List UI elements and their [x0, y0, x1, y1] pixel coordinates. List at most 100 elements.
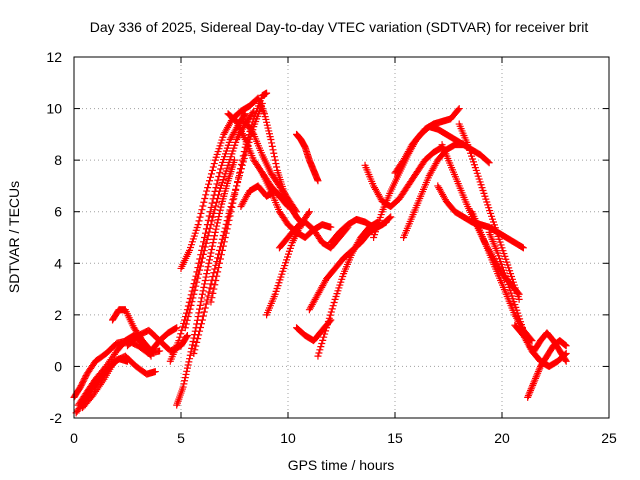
- data-point: [269, 146, 277, 154]
- data-point: [200, 198, 208, 206]
- data-point: [528, 383, 536, 391]
- data-point: [210, 160, 218, 168]
- x-tick-label: 20: [494, 430, 510, 446]
- data-point: [194, 221, 202, 229]
- data-point: [287, 202, 295, 210]
- data-point: [280, 189, 288, 197]
- data-point: [204, 263, 212, 271]
- data-point: [124, 357, 131, 365]
- data-point: [205, 259, 213, 267]
- data-point: [202, 300, 210, 308]
- y-tick-label: 8: [54, 152, 62, 168]
- data-point: [228, 203, 236, 211]
- y-tick-label: 10: [46, 101, 62, 117]
- data-point: [201, 276, 209, 284]
- data-point: [178, 326, 186, 334]
- data-point: [196, 305, 204, 313]
- data-point: [214, 216, 222, 224]
- data-point: [207, 203, 215, 211]
- data-point: [216, 255, 224, 263]
- data-point: [185, 309, 193, 317]
- data-point: [259, 106, 267, 114]
- plot-frame: [73, 56, 610, 419]
- data-point: [562, 342, 570, 350]
- data-point: [268, 139, 276, 147]
- y-tick-label: 12: [46, 49, 62, 65]
- data-point: [200, 283, 208, 291]
- data-point: [213, 219, 221, 227]
- data-point: [196, 327, 204, 335]
- data-point: [210, 285, 218, 293]
- data-point: [210, 209, 218, 217]
- data-point: [258, 103, 266, 111]
- data-point: [216, 259, 224, 267]
- data-point: [206, 177, 214, 185]
- data-point: [328, 305, 336, 313]
- data-point: [201, 280, 209, 288]
- data-point: [213, 180, 221, 188]
- data-point: [534, 368, 542, 376]
- data-point: [196, 266, 204, 274]
- data-point: [232, 186, 240, 194]
- data-point: [180, 380, 188, 388]
- data-point: [222, 229, 230, 237]
- data-point: [211, 228, 219, 236]
- data-point: [202, 191, 210, 199]
- data-point: [318, 340, 326, 348]
- data-point: [272, 160, 280, 168]
- data-point: [193, 338, 201, 346]
- data-point: [203, 187, 211, 195]
- data-point: [212, 225, 220, 233]
- data-point: [202, 239, 210, 247]
- data-point: [327, 223, 335, 231]
- data-point: [315, 349, 323, 357]
- data-point: [209, 213, 217, 221]
- data-point: [386, 214, 394, 222]
- data-point: [203, 270, 211, 278]
- data-point: [197, 258, 205, 266]
- y-tick-label: 2: [54, 307, 62, 323]
- data-point: [327, 316, 335, 324]
- y-tick-label: 6: [54, 204, 62, 220]
- data-point: [199, 250, 207, 258]
- data-point: [176, 333, 184, 341]
- data-point: [531, 376, 539, 384]
- data-point: [525, 390, 533, 398]
- data-point: [330, 299, 338, 307]
- data-point: [224, 221, 232, 229]
- data-point: [234, 178, 242, 186]
- data-point: [205, 212, 213, 220]
- data-point: [200, 308, 208, 316]
- data-point: [189, 338, 197, 346]
- data-point: [181, 324, 189, 332]
- data-point: [201, 195, 209, 203]
- data-point: [235, 169, 243, 177]
- data-point: [202, 273, 210, 281]
- data-point: [206, 256, 214, 264]
- data-point: [249, 118, 257, 126]
- data-point: [532, 373, 540, 381]
- data-point: [533, 371, 541, 379]
- data-point: [198, 316, 206, 324]
- axis-ticks: [73, 56, 610, 419]
- data-point: [186, 351, 194, 359]
- data-point: [208, 246, 216, 254]
- data-point: [535, 366, 543, 374]
- data-point: [213, 222, 221, 230]
- data-point: [211, 232, 219, 240]
- data-point: [217, 165, 225, 173]
- data-point: [254, 94, 262, 102]
- data-point: [454, 106, 462, 114]
- data-point: [185, 358, 193, 366]
- series-track-9: [177, 94, 262, 272]
- data-point: [195, 270, 203, 278]
- y-axis-label: SDTVAR / TECUs: [6, 181, 22, 293]
- data-point: [197, 298, 205, 306]
- x-tick-labels: 0 5 10 15 20 25: [70, 430, 617, 446]
- data-point: [183, 367, 191, 375]
- data-point: [305, 208, 313, 216]
- data-point: [198, 206, 206, 214]
- data-point: [207, 298, 215, 306]
- data-point: [196, 213, 204, 221]
- chart-title: Day 336 of 2025, Sidereal Day-to-day VTE…: [90, 19, 589, 35]
